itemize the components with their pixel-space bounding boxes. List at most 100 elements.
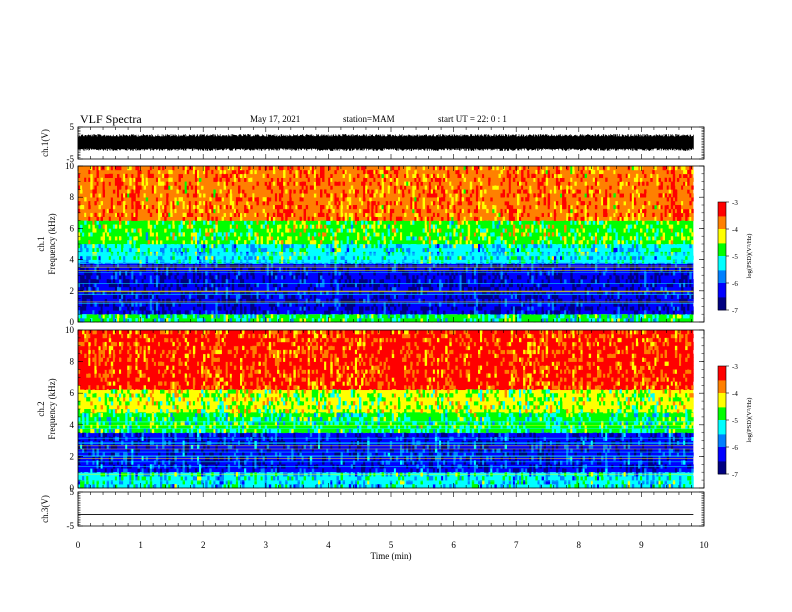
- ch1-spectrogram-cell: [523, 244, 526, 249]
- ch1-spectrogram-cell: [318, 306, 321, 311]
- ch1-spectrogram-cell: [400, 185, 403, 190]
- ch1-spectrogram-cell: [252, 275, 255, 280]
- ch1-spectrogram-cell: [324, 232, 327, 237]
- ch1-spectrogram-cell: [400, 314, 403, 319]
- ch1-spectrogram-cell: [96, 271, 99, 276]
- ch1-spectrogram-cell: [248, 224, 251, 229]
- ch1-spectrogram-cell: [174, 263, 177, 268]
- ch1-spectrogram-cell: [133, 236, 136, 241]
- ch1-spectrogram-cell: [176, 298, 179, 303]
- ch1-spectrogram-cell: [155, 306, 159, 311]
- ch1-spectrogram-cell: [248, 294, 251, 299]
- ch1-spectrogram-cell: [354, 220, 358, 225]
- ch1-spectrogram-cell: [322, 173, 325, 178]
- ch1-spectrogram-cell: [256, 310, 259, 315]
- ch1-spectrogram-cell: [158, 232, 161, 237]
- ch1-spectrogram-cell: [416, 314, 419, 319]
- ch1-spectrogram-cell: [398, 244, 401, 249]
- ch1-spectrogram-cell: [194, 283, 198, 288]
- ch1-spectrogram-cell: [519, 228, 522, 233]
- ch1-spectrogram-cell: [180, 255, 183, 260]
- ch1-spectrogram-cell: [359, 298, 362, 303]
- ch1-spectrogram-cell: [96, 216, 99, 221]
- ch1-spectrogram-cell: [471, 173, 475, 178]
- ch1-spectrogram-cell: [147, 247, 151, 253]
- ch1-spectrogram-cell: [379, 279, 382, 284]
- ch1-spectrogram-cell: [340, 298, 343, 303]
- ch1-spectrogram-cell: [478, 283, 481, 288]
- ch1-spectrogram-cell: [283, 247, 286, 253]
- ch1-spectrogram-cell: [168, 318, 171, 323]
- ch1-spectrogram-cell: [82, 306, 85, 311]
- ch1-spectrogram-cell: [149, 177, 153, 182]
- ch1-spectrogram-cell: [469, 318, 473, 323]
- ch1-spectrogram-cell: [291, 294, 294, 299]
- ch1-spectrogram-cell: [281, 173, 284, 178]
- ch1-spectrogram-cell: [143, 286, 146, 292]
- ch1-spectrogram-cell: [190, 310, 194, 315]
- ch1-spectrogram-cell: [143, 193, 146, 198]
- ch1-spectrogram-cell: [373, 166, 376, 171]
- ch1-spectrogram-cell: [494, 310, 497, 315]
- ch1-spectrogram-cell: [328, 201, 331, 206]
- ch1-spectrogram-cell: [506, 267, 510, 272]
- ch1-spectrogram-cell: [114, 275, 118, 280]
- ch1-spectrogram-cell: [330, 181, 333, 186]
- ch1-spectrogram-cell: [98, 255, 101, 260]
- ch1-spectrogram-cell: [114, 318, 118, 323]
- ch1-spectrogram-cell: [270, 314, 274, 319]
- ch1-spectrogram-cell: [467, 228, 471, 233]
- ch1-spectrogram-cell: [525, 286, 528, 292]
- ch1-spectrogram-cell: [525, 310, 528, 315]
- ch1-spectrogram-cell: [303, 216, 306, 221]
- ch1-spectrogram-cell: [223, 263, 226, 268]
- ch1-spectrogram-cell: [291, 275, 294, 280]
- ch1-spectrogram-cell: [96, 197, 99, 202]
- ch1-spectrogram-cell: [473, 205, 477, 210]
- ch1-spectrogram-cell: [463, 232, 466, 237]
- ch1-spectrogram-cell: [151, 220, 155, 225]
- ch1-spectrogram-cell: [162, 286, 165, 292]
- ch1-spectrogram-cell: [117, 244, 120, 249]
- ch1-spectrogram-cell: [219, 181, 222, 186]
- ch1-spectrogram-cell: [461, 302, 464, 307]
- ch1-spectrogram-cell: [402, 247, 405, 253]
- ch1-spectrogram-cell: [80, 208, 83, 214]
- ch1-spectrogram-cell: [178, 177, 181, 182]
- ch1-spectrogram-cell: [92, 267, 95, 272]
- ch1-spectrogram-cell: [519, 306, 522, 311]
- ch1-spectrogram-cell: [439, 228, 442, 233]
- ch1-spectrogram-cell: [82, 302, 85, 307]
- ch1-spectrogram-cell: [293, 314, 296, 319]
- ch1-spectrogram-cell: [119, 181, 122, 186]
- ch1-spectrogram-cell: [160, 318, 163, 323]
- ch1-spectrogram-cell: [494, 166, 497, 171]
- ch1-spectrogram-cell: [258, 271, 261, 276]
- ch1-spectrogram-cell: [137, 205, 140, 210]
- ch1-spectrogram-cell: [205, 173, 208, 178]
- ch1-spectrogram-cell: [428, 286, 432, 292]
- ch1-spectrogram-cell: [391, 197, 395, 202]
- ch1-spectrogram-cell: [357, 244, 360, 249]
- ch1-spectrogram-cell: [510, 216, 514, 221]
- ch1-spectrogram-cell: [293, 294, 296, 299]
- ch1-spectrogram-cell: [309, 216, 313, 221]
- ch1-spectrogram-cell: [240, 314, 243, 319]
- ch1-spectrogram-cell: [106, 208, 110, 214]
- ch1-spectrogram-cell: [467, 302, 471, 307]
- ch1-spectrogram-cell: [338, 267, 341, 272]
- ch1-spectrogram-cell: [88, 208, 91, 214]
- ch1-spectrogram-cell: [256, 255, 259, 260]
- ch1-spectrogram-cell: [137, 185, 140, 190]
- ch1-spectrogram-cell: [402, 263, 405, 268]
- ch1-spectrogram-cell: [363, 197, 366, 202]
- ch1-spectrogram-cell: [406, 181, 409, 186]
- ch1-spectrogram-cell: [279, 197, 282, 202]
- ch1-spectrogram-cell: [465, 166, 469, 171]
- ch1-spectrogram-cell: [309, 240, 313, 245]
- ch1-spectrogram-cell: [86, 263, 89, 268]
- ch1-spectrogram-cell: [504, 306, 507, 311]
- ch1-spectrogram-cell: [420, 271, 423, 276]
- ch1-spectrogram-cell: [389, 169, 393, 175]
- ch1-spectrogram-cell: [281, 318, 284, 323]
